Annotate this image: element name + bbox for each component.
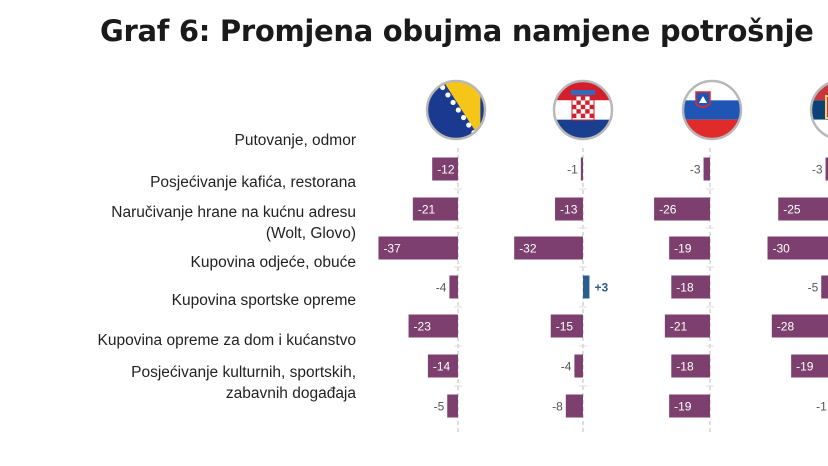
bar <box>671 354 710 378</box>
category-label-line: Kupovina odjeće, obuće <box>190 254 356 271</box>
bar-value-label: -15 <box>556 320 574 334</box>
bar <box>771 314 828 338</box>
bar <box>432 157 458 181</box>
bar <box>669 236 710 260</box>
bar-value-label: -21 <box>670 320 688 334</box>
category-label-line: zabavnih događaja <box>225 385 356 402</box>
bar-value-label: -4 <box>436 281 447 295</box>
bar <box>671 275 710 299</box>
bar-value-label: -1 <box>816 400 827 414</box>
bar <box>574 354 583 378</box>
bar <box>555 197 583 221</box>
category-label: Kupovina sportske opreme <box>172 290 356 311</box>
category-label-line: Naručivanje hrane na kućnu adresu <box>111 204 356 221</box>
bar <box>664 314 710 338</box>
category-label-line: Kupovina sportske opreme <box>171 292 356 309</box>
chart-title: Graf 6: Promjena obujma namjene potrošnj… <box>100 14 814 48</box>
bar-value-label: -12 <box>437 163 455 177</box>
bar <box>583 275 590 299</box>
bar <box>412 197 458 221</box>
bar-value-label: -4 <box>561 360 572 374</box>
bar-value-label: -19 <box>796 360 814 374</box>
category-label: Posjećivanje kafića, restorana <box>150 172 356 193</box>
bar-value-label: -3 <box>812 163 823 177</box>
bar-value-label: -37 <box>383 242 401 256</box>
category-label-line: (Wolt, Glovo) <box>265 225 356 242</box>
bar-value-label: -32 <box>519 242 537 256</box>
bar-value-label: -18 <box>676 360 694 374</box>
flag-ring <box>681 79 743 141</box>
bar <box>565 394 583 418</box>
bar <box>447 394 458 418</box>
category-label-line: Putovanje, odmor <box>234 132 357 149</box>
bar-value-label: -26 <box>659 203 677 217</box>
bar <box>580 157 583 181</box>
bar <box>378 236 458 260</box>
bar-value-label: +3 <box>594 281 608 295</box>
category-label-line: Kupovina opreme za dom i kućanstvo <box>97 332 356 349</box>
category-label-line: Posjećivanje kulturnih, sportskih, <box>131 364 356 381</box>
category-label: Naručivanje hrane na kućnu adresu (Wolt, … <box>111 202 356 244</box>
bar <box>703 157 710 181</box>
bar <box>767 236 828 260</box>
bar-value-label: -18 <box>676 281 694 295</box>
bar-value-label: -5 <box>434 400 445 414</box>
bar-value-label: -23 <box>414 320 432 334</box>
bar-value-label: -21 <box>418 203 436 217</box>
bar <box>654 197 710 221</box>
bar <box>791 354 828 378</box>
bar-value-label: -25 <box>783 203 801 217</box>
flag-ring <box>552 79 614 141</box>
bar-value-label: -14 <box>433 360 451 374</box>
bosnia-herzegovina-flag-icon <box>427 81 485 139</box>
bar-value-label: -19 <box>674 242 692 256</box>
bar <box>550 314 583 338</box>
bar <box>821 275 828 299</box>
bar <box>514 236 583 260</box>
category-label-line: Posjećivanje kafića, restorana <box>150 174 356 191</box>
category-label: Kupovina opreme za dom i kućanstvo <box>98 330 356 351</box>
bar-value-label: -3 <box>690 163 701 177</box>
bar-value-label: -1 <box>567 163 578 177</box>
bar <box>408 314 458 338</box>
bar-value-label: -8 <box>552 400 563 414</box>
category-label: Putovanje, odmor <box>235 130 357 151</box>
bar-value-label: -30 <box>773 242 791 256</box>
bar <box>825 157 828 181</box>
bar <box>449 275 458 299</box>
flag-ring <box>809 82 828 138</box>
bar-value-label: -13 <box>560 203 578 217</box>
bar-value-label: -28 <box>777 320 795 334</box>
category-label: Kupovina odjeće, obuće <box>191 252 356 273</box>
category-label: Posjećivanje kulturnih, sportskih, zabavn… <box>131 362 356 404</box>
bar-value-label: -19 <box>674 400 692 414</box>
bar <box>778 197 828 221</box>
bar <box>669 394 710 418</box>
flag-ring <box>425 79 487 141</box>
bar <box>427 354 458 378</box>
bar-value-label: -5 <box>808 281 819 295</box>
